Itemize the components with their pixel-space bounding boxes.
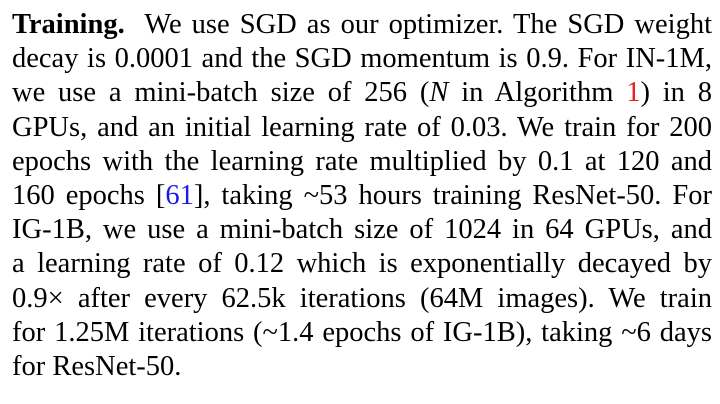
algorithm-reference-link[interactable]: 1	[626, 77, 641, 109]
paragraph-line-7: IG-1B, we use a mini-batch size of 1024 …	[12, 213, 712, 247]
paragraph-line-1: Training. We use SGD as our optimizer. T…	[12, 8, 712, 42]
paragraph-line-4: GPUs, and an initial learning rate of 0.…	[12, 111, 712, 145]
paragraph-line-3: we use a mini-batch size of 256 (N in Al…	[12, 76, 712, 110]
paragraph-line-10: for 1.25M iterations (~1.4 epochs of IG-…	[12, 316, 712, 350]
paragraph-line-9: 0.9× after every 62.5k iterations (64M i…	[12, 282, 712, 316]
line-1-text: We use SGD as our optimizer. The SGD wei…	[144, 9, 712, 40]
line-9-text: 0.9× after every 62.5k iterations (64M i…	[12, 282, 712, 314]
paragraph-line-8: a learning rate of 0.12 which is exponen…	[12, 247, 712, 281]
line-6-text-b: ], taking ~53 hours training ResNet-50. …	[193, 180, 712, 212]
paragraph-line-11: for ResNet-50.	[12, 350, 712, 384]
line-3-text-c: ) in 8	[640, 77, 713, 109]
variable-n: N	[429, 77, 449, 109]
paragraph-line-6: 160 epochs [61], taking ~53 hours traini…	[12, 179, 712, 213]
citation-reference-link[interactable]: 61	[165, 180, 194, 212]
line-8-text: a learning rate of 0.12 which is exponen…	[12, 248, 712, 280]
paragraph-line-5: epochs with the learning rate multiplied…	[12, 145, 712, 179]
line-6-text-a: 160 epochs [	[12, 180, 166, 212]
line-11-text: for ResNet-50.	[12, 351, 182, 383]
line-5-text: epochs with the learning rate multiplied…	[12, 145, 712, 177]
paragraph-heading: Training.	[12, 9, 125, 40]
line-4-text: GPUs, and an initial learning rate of 0.…	[12, 111, 712, 143]
line-10-text: for 1.25M iterations (~1.4 epochs of IG-…	[12, 316, 712, 348]
line-3-text-b: in Algorithm	[448, 77, 627, 109]
line-2-text: decay is 0.0001 and the SGD momentum is …	[12, 43, 712, 75]
training-paragraph: Training. We use SGD as our optimizer. T…	[12, 8, 712, 384]
paragraph-line-2: decay is 0.0001 and the SGD momentum is …	[12, 42, 712, 76]
line-7-text: IG-1B, we use a mini-batch size of 1024 …	[12, 214, 712, 246]
line-3-text-a: we use a mini-batch size of 256 (	[12, 77, 430, 109]
